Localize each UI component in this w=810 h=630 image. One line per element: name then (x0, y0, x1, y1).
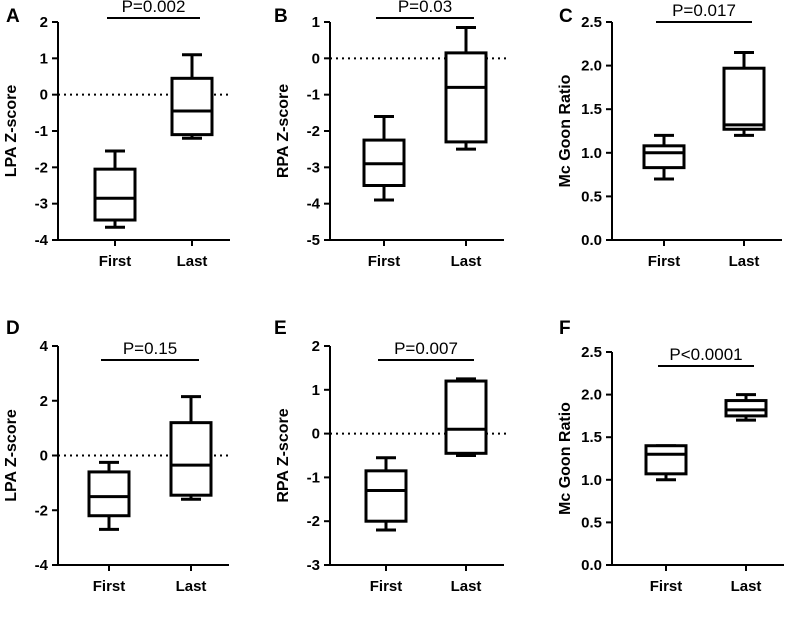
panel-c-y-tick-label: 0.0 (581, 232, 602, 249)
panel-c-last-box (722, 66, 766, 131)
panel-a-y-tick-label: -3 (35, 196, 48, 213)
panel-f-pvalue: P<0.0001 (669, 345, 742, 364)
panel-b-y-tick-label: -1 (307, 87, 320, 104)
panel-e-y-axis-label: RPA Z-score (275, 408, 292, 502)
panel-c-first-box (642, 144, 686, 170)
panel-e-y-tick-label: -1 (307, 469, 320, 486)
panel-c-x-tick-label: First (648, 253, 681, 270)
panel-c-pvalue: P=0.017 (672, 1, 736, 20)
panel-c-x-tick-label: Last (729, 253, 760, 270)
panel-b-pvalue: P=0.03 (398, 0, 452, 16)
panel-c-y-tick-label: 1.5 (581, 101, 602, 118)
panel-e-y-tick-label: -3 (307, 557, 320, 574)
panel-e-x-tick-label: First (370, 578, 403, 595)
panel-e-y-tick-label: 0 (312, 426, 320, 443)
panel-b-y-axis-label: RPA Z-score (275, 84, 292, 178)
panel-a-x-tick-label: Last (177, 253, 208, 270)
panel-a-y-axis-label: LPA Z-score (3, 85, 20, 178)
panel-c-y-tick-label: 2.5 (581, 14, 602, 31)
panel-b-y-tick-label: -2 (307, 123, 320, 140)
panel-a-y-tick-label: 2 (40, 14, 48, 31)
panel-d-y-tick-label: -4 (35, 557, 49, 574)
panel-b-x-tick-label: Last (451, 253, 482, 270)
panel-a-pvalue: P=0.002 (122, 0, 186, 16)
panel-f-first-box (644, 444, 688, 476)
panel-a-letter: A (6, 6, 20, 27)
panel-f-y-tick-label: 1.0 (581, 472, 602, 489)
panel-a-y-tick-label: -2 (35, 159, 48, 176)
panel-a-y-tick-label: -4 (35, 232, 49, 249)
panel-d-y-tick-label: 4 (40, 338, 49, 355)
panel-b-letter: B (274, 6, 288, 27)
panel-c-y-tick-label: 1.0 (581, 145, 602, 162)
panel-f-y-tick-label: 0.0 (581, 557, 602, 574)
panel-f-y-tick-label: 2.5 (581, 344, 602, 361)
panel-e-x-tick-label: Last (451, 578, 482, 595)
panel-a-y-tick-label: -1 (35, 123, 48, 140)
panel-d-x-tick-label: Last (176, 578, 207, 595)
panel-d-pvalue: P=0.15 (123, 339, 177, 358)
panel-d-letter: D (6, 318, 20, 339)
panel-c-y-axis-label: Mc Goon Ratio (557, 74, 574, 187)
panel-e-first-box (364, 469, 408, 523)
panel-b-x-tick-label: First (368, 253, 401, 270)
panel-b-y-tick-label: 0 (312, 50, 320, 67)
panel-f-x-tick-label: Last (731, 578, 762, 595)
panel-d-first-box (87, 470, 131, 518)
panel-e-last-box (444, 379, 488, 455)
panel-e-y-tick-label: 2 (312, 338, 320, 355)
panel-f-y-tick-label: 0.5 (581, 514, 602, 531)
panel-e-y-tick-label: -2 (307, 513, 320, 530)
panel-b-last-box (444, 51, 488, 144)
panel-c-y-tick-label: 0.5 (581, 188, 602, 205)
panel-a-y-tick-label: 0 (40, 87, 48, 104)
panel-d-y-axis-label: LPA Z-score (3, 409, 20, 502)
panel-a-last-box (170, 76, 214, 137)
panel-b-y-tick-label: -5 (307, 232, 320, 249)
panel-f-y-axis-label: Mc Goon Ratio (557, 402, 574, 515)
panel-e-letter: E (274, 318, 287, 339)
panel-b-y-tick-label: -3 (307, 159, 320, 176)
panel-d-last-box (169, 421, 213, 497)
panel-b-y-tick-label: -4 (307, 196, 321, 213)
panel-b-y-tick-label: 1 (312, 14, 320, 31)
panel-d-x-tick-label: First (93, 578, 126, 595)
panel-e-pvalue: P=0.007 (394, 339, 458, 358)
panel-f-y-tick-label: 1.5 (581, 429, 602, 446)
panel-a-first-box (93, 167, 137, 222)
panel-a-y-tick-label: 1 (40, 50, 48, 67)
panel-f-last-box (724, 399, 768, 418)
panel-d-y-tick-label: 2 (40, 393, 48, 410)
panel-c-letter: C (559, 6, 573, 27)
panel-d-y-tick-label: -2 (35, 502, 48, 519)
panel-d-y-tick-label: 0 (40, 448, 48, 465)
panel-f-y-tick-label: 2.0 (581, 387, 602, 404)
panel-c-y-tick-label: 2.0 (581, 58, 602, 75)
panel-f-letter: F (559, 318, 571, 339)
panel-f-x-tick-label: First (650, 578, 683, 595)
panel-a-x-tick-label: First (99, 253, 132, 270)
panel-e-y-tick-label: 1 (312, 382, 320, 399)
